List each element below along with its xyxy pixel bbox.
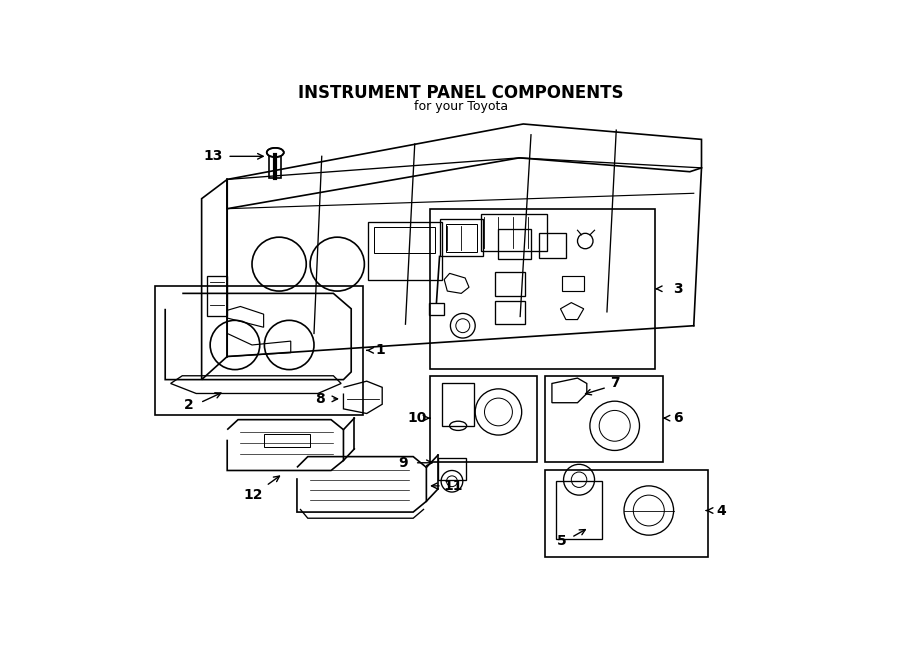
Bar	[495, 301, 525, 324]
Bar	[438, 458, 466, 480]
Bar	[439, 219, 483, 256]
Bar	[446, 224, 477, 252]
Bar	[442, 383, 474, 426]
Text: 5: 5	[557, 534, 567, 549]
Text: for your Toyota: for your Toyota	[414, 100, 508, 113]
Text: 10: 10	[408, 411, 427, 425]
Bar	[545, 471, 707, 557]
Text: 2: 2	[184, 398, 194, 412]
Bar	[499, 229, 531, 258]
Bar	[430, 375, 537, 462]
Bar	[155, 286, 363, 415]
Bar	[562, 276, 584, 291]
Bar	[428, 303, 445, 315]
Text: 7: 7	[610, 377, 619, 391]
Text: 4: 4	[716, 504, 725, 518]
Bar	[374, 227, 435, 253]
Bar	[207, 276, 227, 316]
Text: 8: 8	[315, 392, 325, 406]
Bar	[368, 222, 442, 280]
Bar	[430, 209, 655, 369]
Ellipse shape	[266, 148, 284, 157]
Bar	[481, 214, 546, 251]
Bar	[545, 375, 662, 462]
Bar	[539, 233, 566, 258]
Text: 3: 3	[673, 282, 683, 295]
Text: 11: 11	[444, 479, 464, 493]
Bar	[556, 481, 602, 539]
Bar	[264, 434, 310, 447]
Text: 1: 1	[376, 343, 385, 358]
Text: 12: 12	[244, 488, 264, 502]
Text: 13: 13	[203, 149, 223, 163]
Text: INSTRUMENT PANEL COMPONENTS: INSTRUMENT PANEL COMPONENTS	[299, 84, 624, 102]
Bar	[269, 155, 282, 178]
Text: 9: 9	[399, 456, 408, 470]
Bar	[495, 272, 525, 297]
Text: 6: 6	[673, 411, 683, 425]
